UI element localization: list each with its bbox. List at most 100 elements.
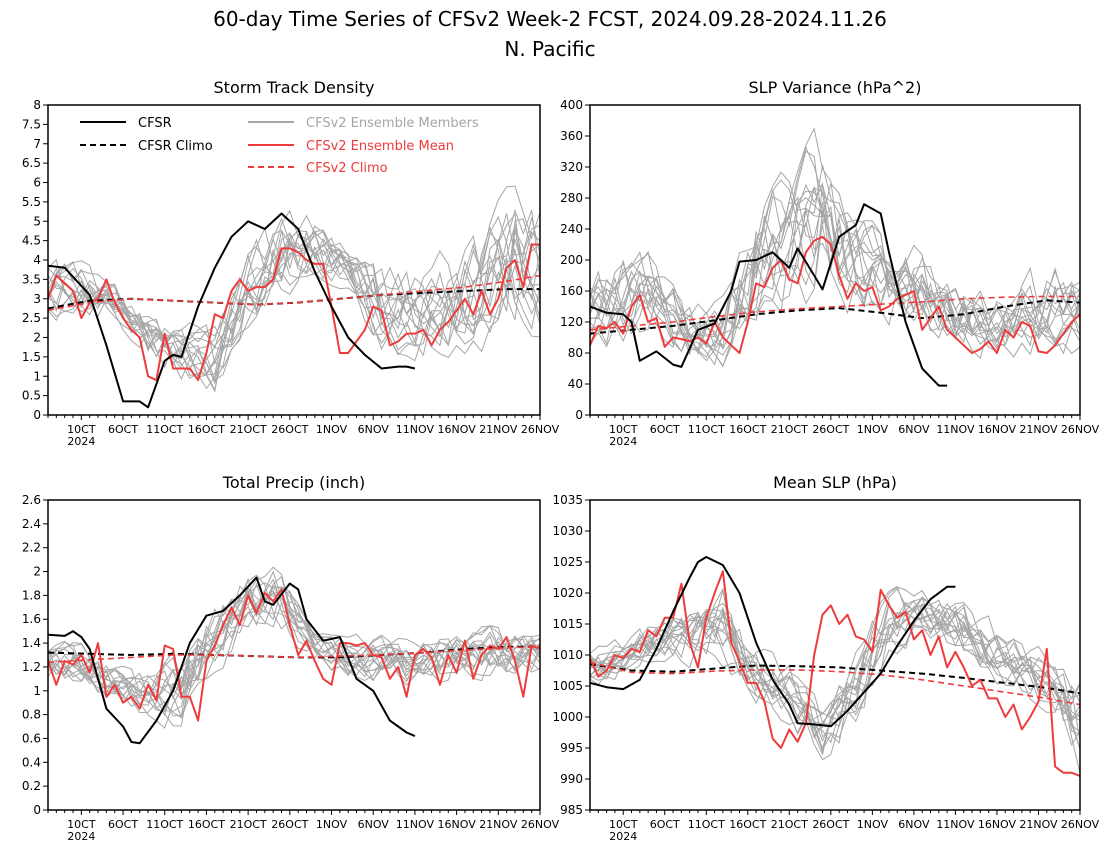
y-tick-label: 0.2 [22, 779, 41, 793]
y-tick-label: 1.8 [22, 588, 41, 602]
ensemble-member-line [590, 590, 1080, 734]
x-tick-label: 6OCT [108, 818, 138, 831]
y-tick-label: 2.5 [22, 311, 41, 325]
x-tick-label: 6OCT [108, 423, 138, 436]
y-tick-label: 5 [33, 214, 41, 228]
y-tick-label: 2.2 [22, 541, 41, 555]
y-tick-label: 0.5 [22, 389, 41, 403]
series-line-cfsv2-climo [590, 295, 1080, 331]
y-tick-label: 280 [560, 191, 583, 205]
ensemble-member-line [48, 214, 540, 380]
series-line-cfsr [48, 212, 416, 409]
y-tick-label: 3.5 [22, 272, 41, 286]
x-tick-label: 21NOV [479, 423, 518, 436]
x-tick-label: 1NOV [857, 818, 889, 831]
x-year-label: 2024 [67, 830, 95, 843]
x-tick-label: 16OCT [188, 423, 225, 436]
plot-area [590, 127, 1080, 387]
series-line-cfsr-climo [590, 299, 1080, 335]
series-line-cfsv2-ensemble-mean [590, 570, 1080, 777]
x-tick-label: 21NOV [479, 818, 518, 831]
x-tick-label: 16OCT [729, 423, 766, 436]
y-tick-label: 0.8 [22, 708, 41, 722]
y-tick-label: 0 [33, 803, 41, 817]
x-tick-label: 6NOV [898, 818, 930, 831]
y-tick-label: 5.5 [22, 195, 41, 209]
y-tick-label: 1025 [552, 555, 583, 569]
x-tick-label: 16NOV [978, 423, 1017, 436]
plot-area [590, 556, 1080, 777]
legend-label-cfsr: CFSR [138, 116, 172, 131]
x-tick-label: 26NOV [521, 423, 560, 436]
y-tick-label: 4 [33, 253, 41, 267]
legend: CFSR CFSR Climo CFSv2 Ensemble Members CFSv… [80, 116, 479, 176]
x-tick-label: 21NOV [1019, 423, 1058, 436]
series-line-cfsr [48, 576, 416, 745]
ensemble-member-line [590, 181, 1080, 350]
x-tick-label: 26OCT [812, 423, 849, 436]
x-tick-label: 10CT [609, 818, 638, 831]
series-line-cfsv2-ensemble-mean [590, 235, 1080, 354]
panel-title: Total Precip (inch) [222, 473, 365, 492]
legend-label-cfsr-climo: CFSR Climo [138, 139, 213, 154]
panel-title: Mean SLP (hPa) [773, 473, 897, 492]
x-tick-label: 11NOV [396, 818, 435, 831]
y-tick-label: 1.5 [22, 350, 41, 364]
ensemble-member-line [590, 607, 1080, 747]
y-tick-label: 400 [560, 98, 583, 112]
x-tick-label: 21OCT [230, 423, 267, 436]
legend-label-cfsv2-climo: CFSv2 Climo [306, 161, 388, 176]
y-tick-label: 7 [33, 137, 41, 151]
legend-label-members: CFSv2 Ensemble Members [306, 116, 479, 131]
x-year-label: 2024 [609, 830, 637, 843]
x-tick-label: 11OCT [688, 818, 725, 831]
y-tick-label: 8 [33, 98, 41, 112]
x-tick-label: 26NOV [1061, 423, 1100, 436]
y-tick-label: 1035 [552, 493, 583, 507]
ensemble-member-line [48, 231, 540, 359]
plot-frame [47, 104, 541, 416]
y-tick-label: 990 [560, 772, 583, 786]
ensemble-member-line [590, 601, 1080, 744]
y-tick-label: 120 [560, 315, 583, 329]
x-tick-label: 11NOV [936, 818, 975, 831]
y-tick-label: 0.4 [22, 755, 41, 769]
x-tick-label: 16NOV [438, 423, 477, 436]
series-line-cfsv2-climo [48, 274, 540, 312]
x-tick-label: 1NOV [316, 818, 348, 831]
x-tick-label: 16OCT [188, 818, 225, 831]
x-tick-label: 26NOV [521, 818, 560, 831]
y-tick-label: 1.2 [22, 660, 41, 674]
y-tick-label: 320 [560, 160, 583, 174]
ensemble-member-line [590, 610, 1080, 761]
y-tick-label: 1 [33, 684, 41, 698]
x-tick-label: 21OCT [771, 423, 808, 436]
x-tick-label: 6OCT [650, 423, 680, 436]
y-tick-label: 360 [560, 129, 583, 143]
ensemble-member-line [48, 601, 540, 703]
y-tick-label: 1.4 [22, 636, 41, 650]
y-tick-label: 0.6 [22, 731, 41, 745]
series-line-cfsv2-climo [48, 645, 540, 663]
x-tick-label: 26NOV [1061, 818, 1100, 831]
y-tick-label: 40 [568, 377, 583, 391]
x-tick-label: 11OCT [688, 423, 725, 436]
y-tick-label: 1015 [552, 617, 583, 631]
ensemble-member-line [590, 214, 1080, 346]
series-line-cfsv2-ensemble-mean [48, 588, 540, 722]
x-tick-label: 11OCT [146, 423, 183, 436]
plot-area [48, 566, 540, 745]
y-tick-label: 80 [568, 346, 583, 360]
x-tick-label: 21OCT [230, 818, 267, 831]
y-tick-label: 1.6 [22, 612, 41, 626]
x-tick-label: 6OCT [650, 818, 680, 831]
series-line-cfsr-climo [590, 663, 1080, 695]
ensemble-member-line [48, 582, 540, 729]
ensemble-member-line [48, 208, 540, 361]
x-tick-label: 11NOV [396, 423, 435, 436]
ensemble-member-line [590, 587, 1080, 730]
chart-panel-3: Total Precip (inch) 0 0.2 0.4 0.6 0.8 1 1.2 1.4 1… [22, 473, 560, 843]
series-line-cfsv2-ensemble-mean [48, 243, 540, 382]
figure-title: 60-day Time Series of CFSv2 Week-2 FCST,… [213, 7, 887, 31]
